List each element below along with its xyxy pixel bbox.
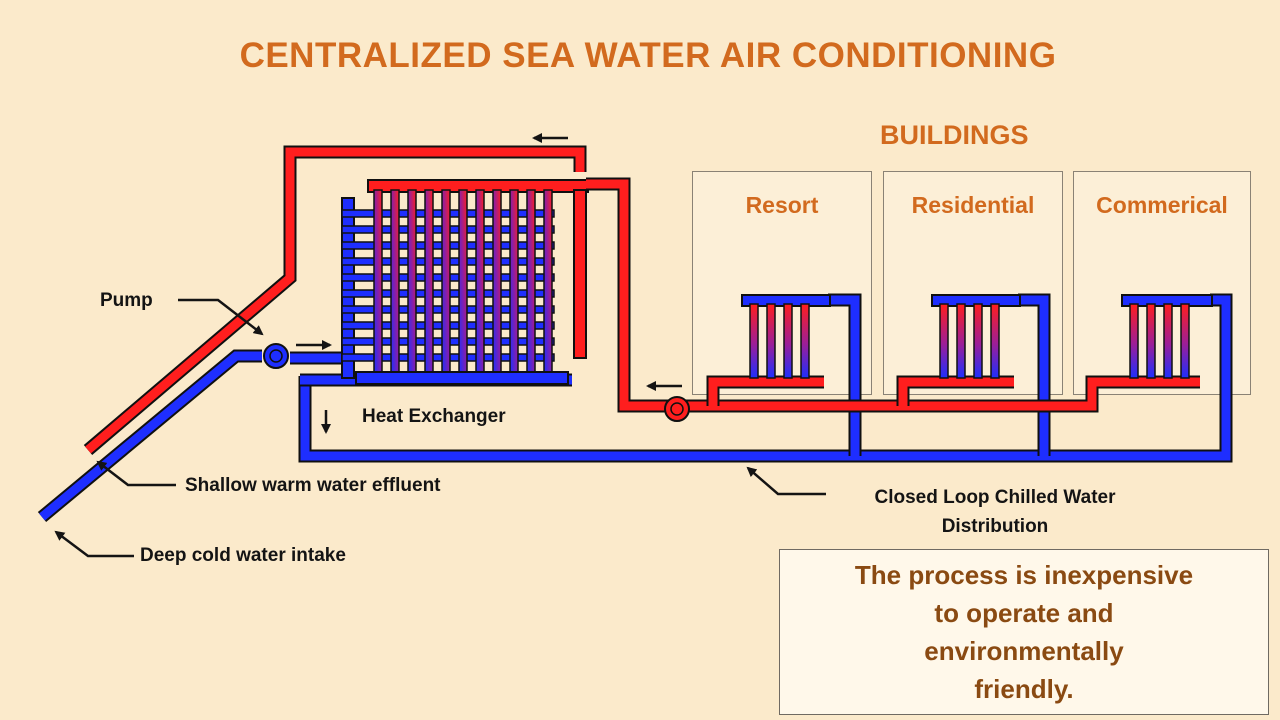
note-text: The process is inexpensive to operate an… <box>794 556 1254 708</box>
closed-loop-label: Closed Loop Chilled Water Distribution <box>810 483 1180 541</box>
closed-loop-pointer-arrow-icon <box>746 466 826 496</box>
building-coil-commercial <box>1121 294 1213 379</box>
note-line-2: to operate and <box>934 598 1114 628</box>
building-label-residential: Residential <box>911 192 1035 218</box>
building-label-resort: Resort <box>745 192 819 218</box>
intake-pointer-arrow-icon <box>54 530 134 558</box>
intake-pump-icon <box>263 343 289 369</box>
building-coil-residential <box>931 294 1021 379</box>
building-coil-resort <box>741 294 831 379</box>
warm-effluent-pipe <box>83 145 587 455</box>
building-panel-resort: Resort <box>692 171 872 395</box>
buildings-heading: BUILDINGS <box>880 120 1029 150</box>
note-box: The process is inexpensive to operate an… <box>779 549 1269 715</box>
building-panel-residential: Residential <box>883 171 1063 395</box>
note-line-3: environmentally <box>924 636 1124 666</box>
pump-pointer-arrow-icon <box>178 298 264 336</box>
deep-intake-label: Deep cold water intake <box>140 545 346 566</box>
page-title: CENTRALIZED SEA WATER AIR CONDITIONING <box>239 36 1057 75</box>
note-line-4: friendly. <box>974 674 1074 704</box>
building-label-commercial: Commerical <box>1096 192 1228 218</box>
shallow-effluent-label: Shallow warm water effluent <box>185 475 441 496</box>
closed-loop-label-line1: Closed Loop Chilled Water <box>874 487 1116 508</box>
closed-loop-label-line2: Distribution <box>941 516 1049 537</box>
heat-exchanger <box>341 179 589 385</box>
effluent-pointer-arrow-icon <box>96 460 176 487</box>
chilled-supply-pipe <box>586 177 1200 413</box>
distribution-pump-icon <box>664 396 690 422</box>
note-line-1: The process is inexpensive <box>854 560 1194 590</box>
pump-label: Pump <box>100 290 153 311</box>
heat-exchanger-label: Heat Exchanger <box>362 406 506 427</box>
